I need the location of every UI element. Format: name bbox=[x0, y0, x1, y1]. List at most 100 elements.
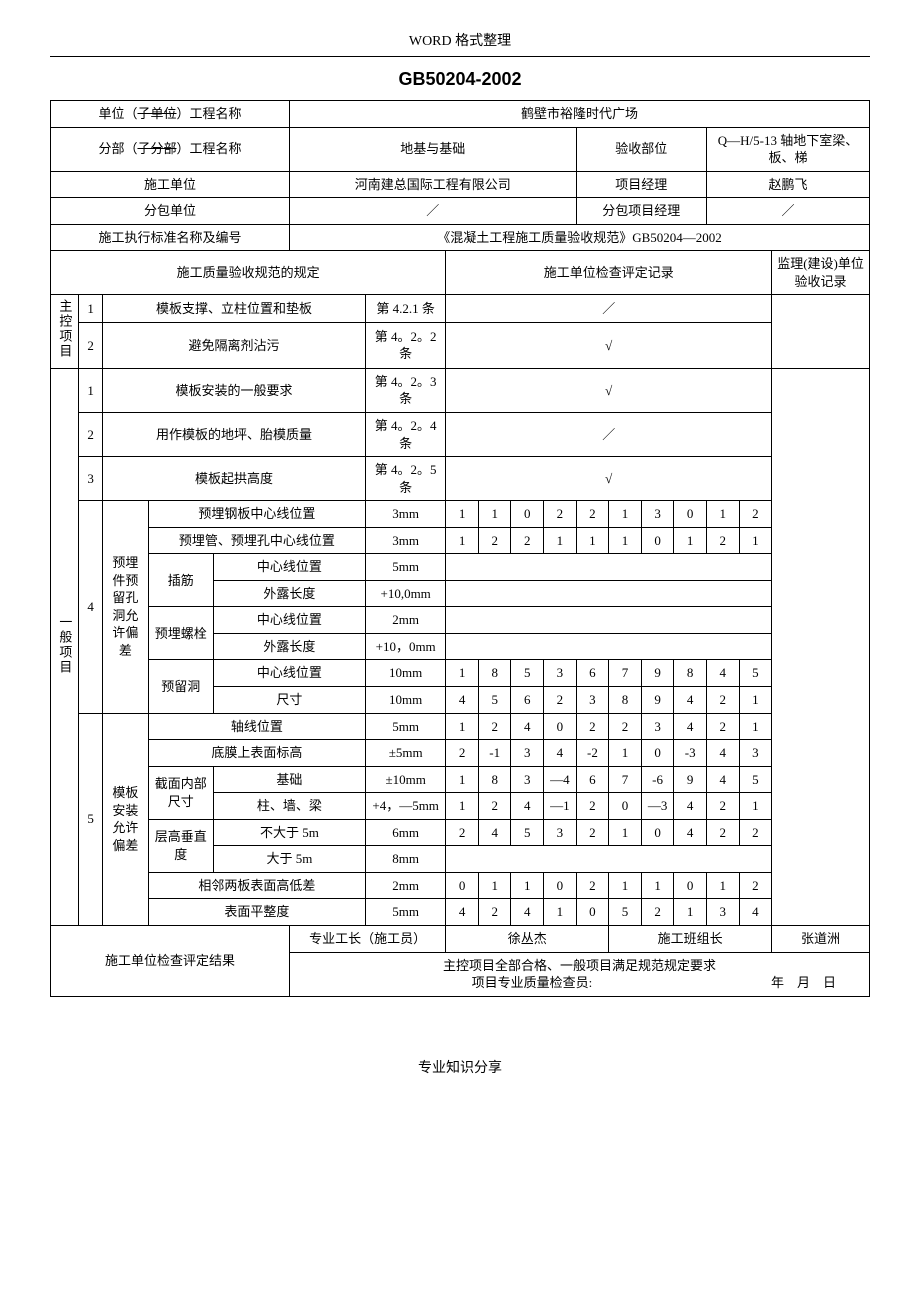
cell: 3 bbox=[544, 819, 577, 846]
cell: 4 bbox=[511, 899, 544, 926]
cell: 1 bbox=[576, 527, 609, 554]
cell bbox=[446, 607, 772, 634]
cell: 1 bbox=[674, 899, 707, 926]
cell: 0 bbox=[446, 872, 479, 899]
g4-group: 预埋件预留孔洞允许偏差 bbox=[103, 501, 149, 713]
cell: 1 bbox=[446, 660, 479, 687]
g4-7-sub: 尺寸 bbox=[213, 687, 365, 714]
g5-1-title: 底膜上表面标高 bbox=[148, 740, 365, 767]
g5-4-sub: 不大于 5m bbox=[213, 819, 365, 846]
g5-2-title: 截面内部尺寸 bbox=[148, 766, 213, 819]
cell: 2 bbox=[739, 872, 772, 899]
cell: 4 bbox=[739, 899, 772, 926]
cell: 2 bbox=[739, 819, 772, 846]
constr-unit-value: 河南建总国际工程有限公司 bbox=[289, 171, 576, 198]
g4-1-tol: 3mm bbox=[365, 527, 445, 554]
cell: 0 bbox=[544, 713, 577, 740]
cell: 2 bbox=[478, 793, 511, 820]
g4-5-sub: 外露长度 bbox=[213, 633, 365, 660]
g4-4-title: 预埋螺栓 bbox=[148, 607, 213, 660]
cell: 2 bbox=[478, 713, 511, 740]
cell: -2 bbox=[576, 740, 609, 767]
cell: 2 bbox=[706, 527, 739, 554]
g5-0-title: 轴线位置 bbox=[148, 713, 365, 740]
g4-3-tol: +10,0mm bbox=[365, 580, 445, 607]
cell: 8 bbox=[609, 687, 642, 714]
cell: 2 bbox=[576, 872, 609, 899]
cell: 4 bbox=[446, 687, 479, 714]
result-line2: 项目专业质量检查员: bbox=[472, 975, 593, 990]
foreman-label: 专业工长（施工员） bbox=[289, 925, 445, 952]
g4-2-tol: 5mm bbox=[365, 554, 445, 581]
g4-6-sub: 中心线位置 bbox=[213, 660, 365, 687]
cell: 3 bbox=[706, 899, 739, 926]
cell: 1 bbox=[739, 527, 772, 554]
g4-1-title: 预埋管、预埋孔中心线位置 bbox=[148, 527, 365, 554]
cell: 1 bbox=[706, 872, 739, 899]
cell: 5 bbox=[739, 766, 772, 793]
g4-6-title: 预留洞 bbox=[148, 660, 213, 713]
mc-rec2: √ bbox=[446, 323, 772, 369]
cell: 3 bbox=[576, 687, 609, 714]
cell: 2 bbox=[576, 793, 609, 820]
cell: 0 bbox=[641, 819, 674, 846]
cell: 0 bbox=[544, 872, 577, 899]
cell: 2 bbox=[544, 687, 577, 714]
cell: 1 bbox=[739, 687, 772, 714]
cell: 3 bbox=[739, 740, 772, 767]
sub-pm-value: ／ bbox=[706, 198, 869, 225]
g-item2: 用作模板的地坪、胎模质量 bbox=[103, 413, 366, 457]
g4-0-title: 预埋钢板中心线位置 bbox=[148, 501, 365, 528]
cell: 3 bbox=[511, 766, 544, 793]
mc-clause2: 第 4。2。2 条 bbox=[365, 323, 445, 369]
g5-6-tol: 2mm bbox=[365, 872, 445, 899]
team-leader-value: 张道洲 bbox=[772, 925, 870, 952]
cell: 0 bbox=[609, 793, 642, 820]
cell: 1 bbox=[446, 713, 479, 740]
foreman-value: 徐丛杰 bbox=[446, 925, 609, 952]
cell: 0 bbox=[576, 899, 609, 926]
cell: 0 bbox=[674, 872, 707, 899]
cell: 0 bbox=[511, 501, 544, 528]
g-rec3: √ bbox=[446, 457, 772, 501]
cell: 4 bbox=[674, 793, 707, 820]
g5-6-title: 相邻两板表面高低差 bbox=[148, 872, 365, 899]
cell: 1 bbox=[478, 872, 511, 899]
g4-6-tol: 10mm bbox=[365, 660, 445, 687]
g-n3: 3 bbox=[79, 457, 103, 501]
cell: 4 bbox=[478, 819, 511, 846]
g5-2-tol: ±10mm bbox=[365, 766, 445, 793]
cell bbox=[446, 554, 772, 581]
cell: -3 bbox=[674, 740, 707, 767]
g5-4-title: 层高垂直度 bbox=[148, 819, 213, 872]
mc-item1: 模板支撑、立柱位置和垫板 bbox=[103, 295, 366, 323]
cell: 4 bbox=[706, 740, 739, 767]
result-date: 年 月 日 bbox=[771, 974, 836, 992]
cell: 1 bbox=[609, 527, 642, 554]
cell: 1 bbox=[674, 527, 707, 554]
cell: 1 bbox=[446, 501, 479, 528]
sub-pm-label: 分包项目经理 bbox=[576, 198, 706, 225]
cell: -6 bbox=[641, 766, 674, 793]
cell: 4 bbox=[706, 766, 739, 793]
cell bbox=[446, 846, 772, 873]
cell: 9 bbox=[641, 687, 674, 714]
cell: 1 bbox=[609, 872, 642, 899]
cell: 5 bbox=[609, 899, 642, 926]
constr-unit-label: 施工单位 bbox=[51, 171, 290, 198]
g-supervise bbox=[772, 368, 870, 925]
cell: 4 bbox=[706, 660, 739, 687]
cell: 8 bbox=[674, 660, 707, 687]
cell: 9 bbox=[641, 660, 674, 687]
team-leader-label: 施工班组长 bbox=[609, 925, 772, 952]
cell: 2 bbox=[478, 899, 511, 926]
g5-group: 模板安装允许偏差 bbox=[103, 713, 149, 925]
general-group: 一般项目 bbox=[51, 368, 79, 925]
cell: 0 bbox=[674, 501, 707, 528]
g4-2-title: 插筋 bbox=[148, 554, 213, 607]
cell: 2 bbox=[739, 501, 772, 528]
g4-0-tol: 3mm bbox=[365, 501, 445, 528]
cell: 2 bbox=[446, 740, 479, 767]
accept-part-value: Q—H/5-13 轴地下室梁、板、梯 bbox=[706, 127, 869, 171]
cell: 3 bbox=[641, 713, 674, 740]
